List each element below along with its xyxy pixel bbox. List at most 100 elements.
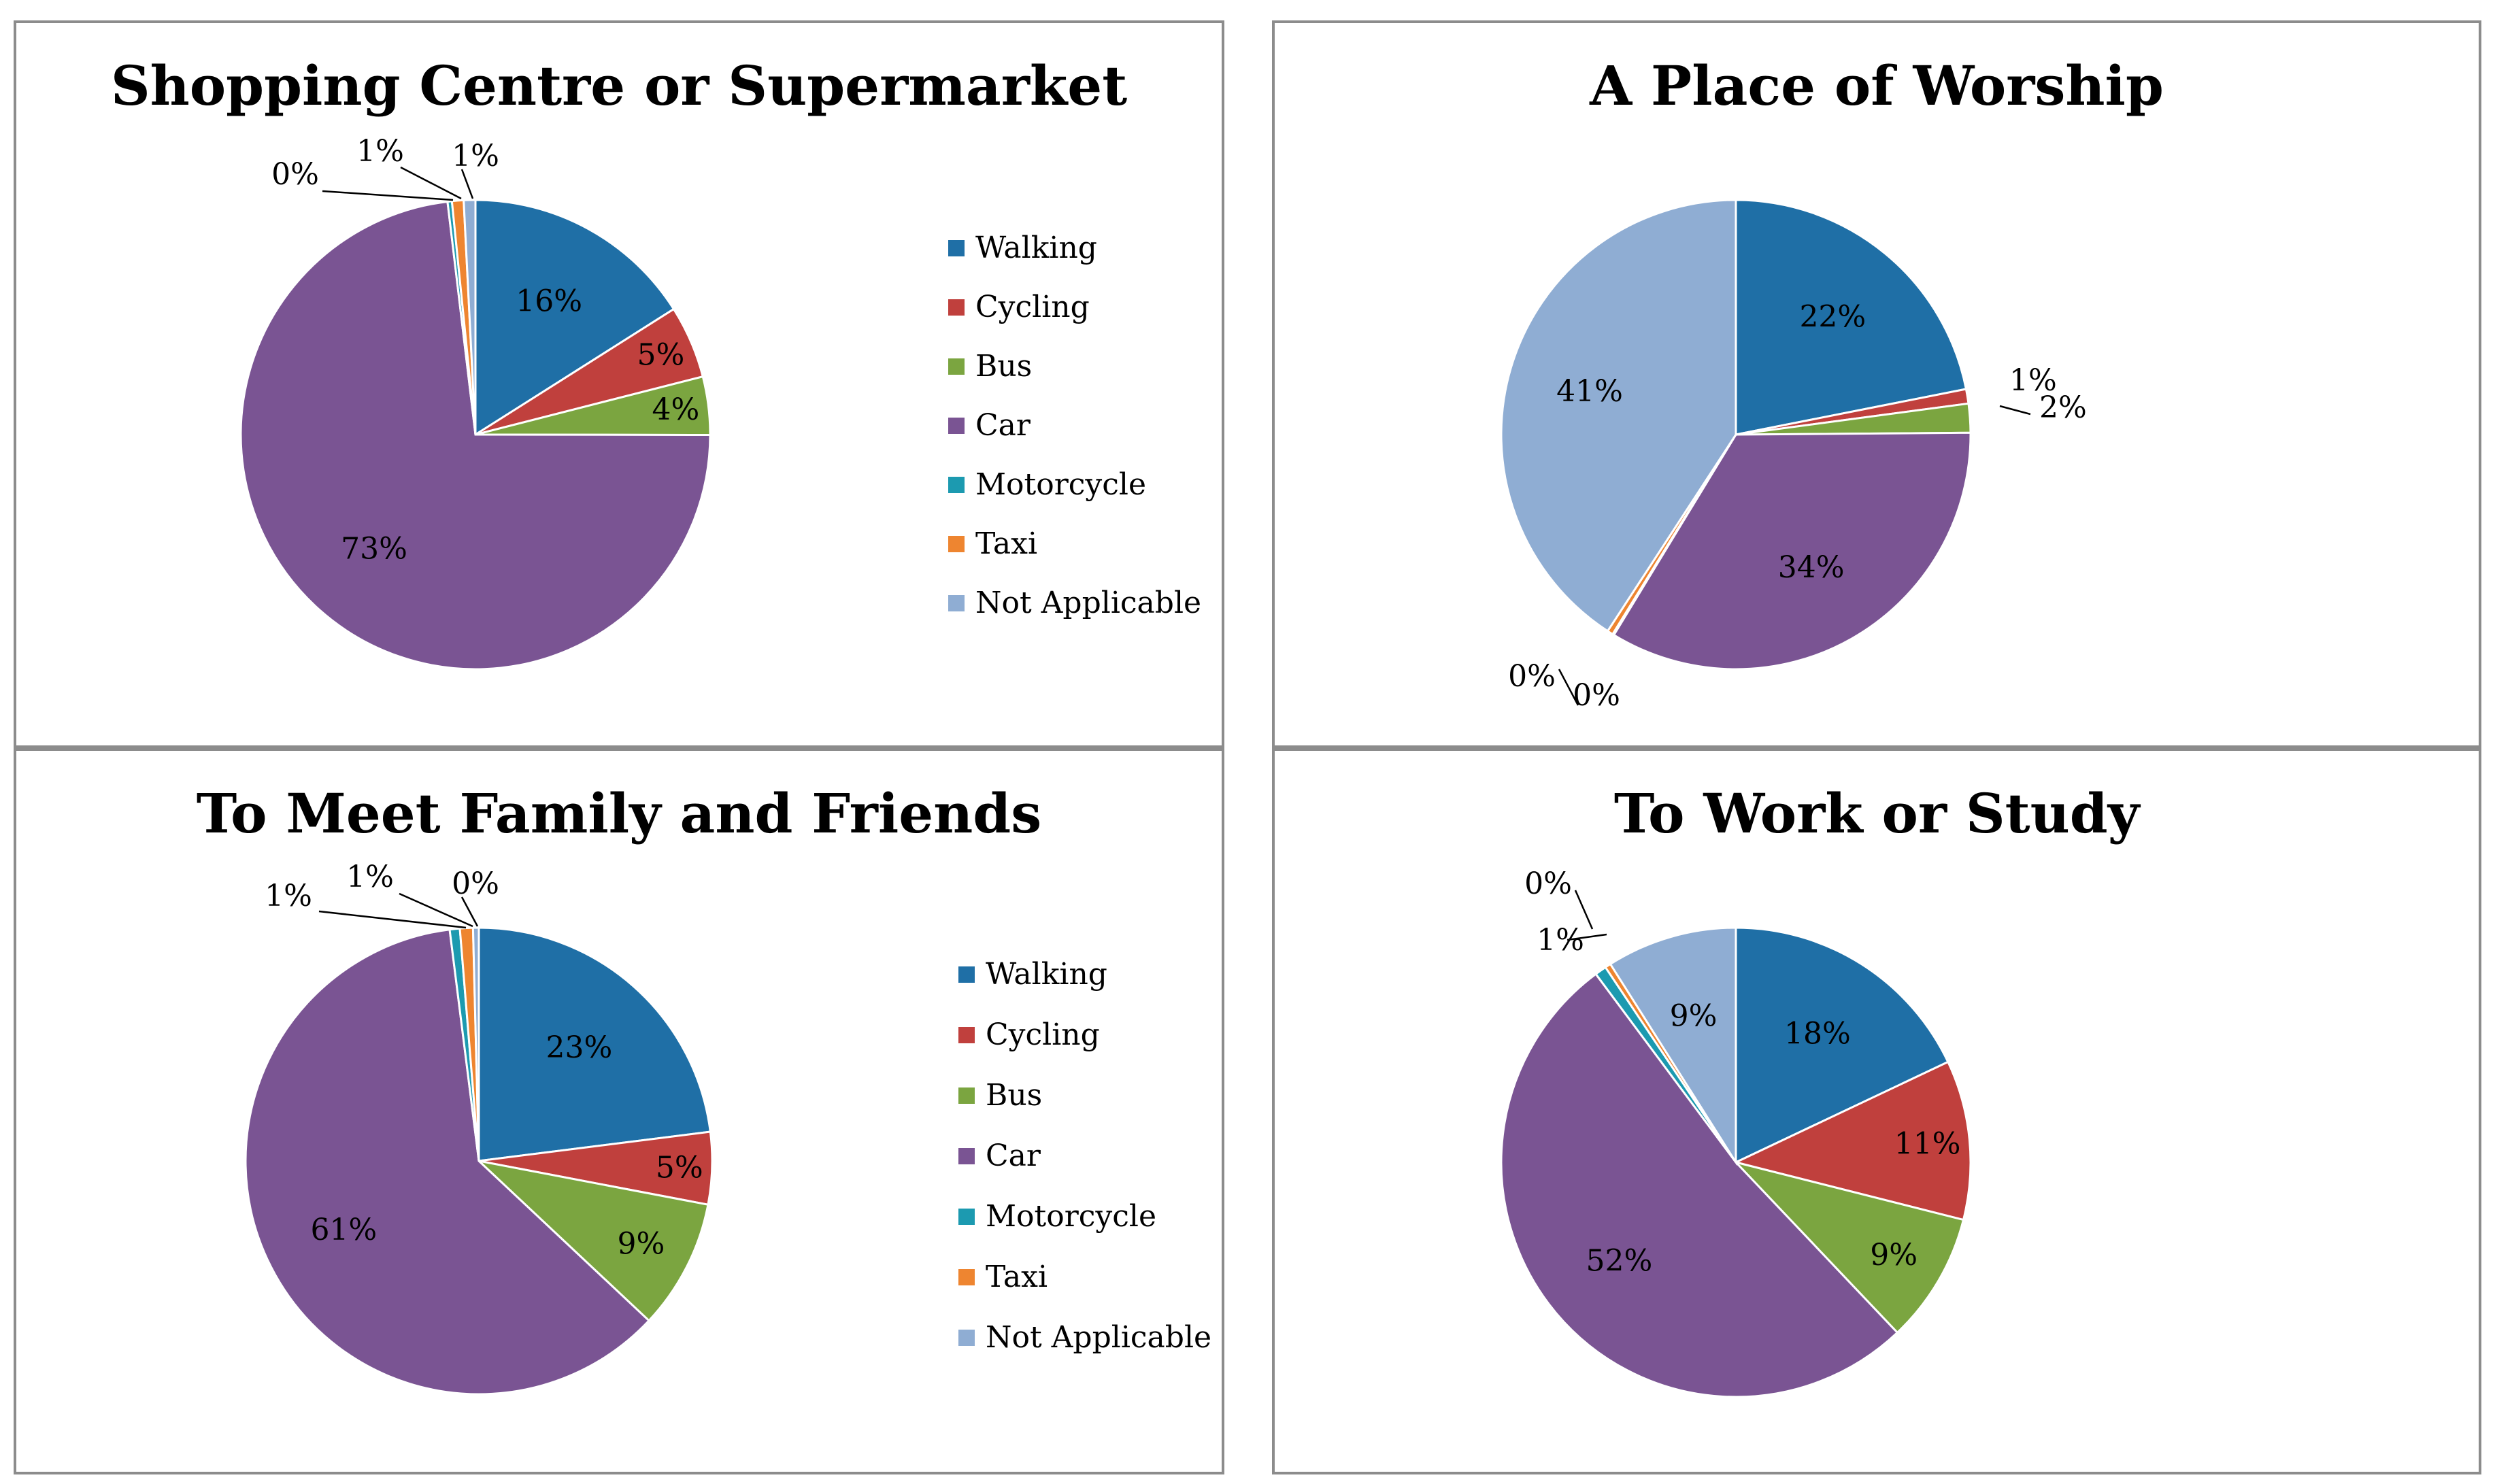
legend: Walking Cycling Bus Car Motorcycle Taxi Not Ap… [948,231,1201,620]
data-label-cycling: 1% [2009,363,2057,398]
legend-swatch [958,1209,975,1225]
data-label-bus: 4% [652,392,700,427]
pie-slice-cycling [1732,1060,1972,1221]
pie-chart-family: To Meet Family and Friends 23% 5% 9% 61% 1% 1… [197,781,1211,1396]
legend-swatch [948,477,965,493]
legend-item-bus: Bus [958,1078,1042,1113]
data-label-taxi: 0% [1573,678,1620,713]
pie-slices [1500,926,1972,1398]
legend-label: Taxi [986,1260,1048,1294]
legend-item-taxi: Taxi [948,526,1037,561]
leader-line-motorcycle [318,910,467,929]
pie-slice-walking [1735,199,1968,436]
pie-slices [239,199,711,671]
legend-item-not-applicable: Not Applicable [958,1320,1211,1355]
legend-label: Bus [986,1078,1042,1113]
chart-title: A Place of Worship [1589,54,2164,118]
data-label-not-applicable: 1% [452,139,499,173]
chart-panel-family: To Meet Family and Friends 23% 5% 9% 61% 1% 1… [14,748,1224,1474]
legend-label: Cycling [986,1017,1100,1052]
legend-label: Walking [975,231,1097,265]
data-label-cycling: 11% [1894,1127,1961,1162]
legend-swatch [958,1330,975,1346]
legend-label: Taxi [975,526,1037,561]
legend-label: Motorcycle [975,467,1146,502]
legend-item-not-applicable: Not Applicable [948,586,1201,620]
legend-swatch [948,358,965,375]
pie-slice-bus [1732,1160,1965,1334]
data-label-bus: 9% [1870,1238,1918,1272]
pie-slice-not-applicable [1500,199,1737,633]
leader-lines [322,166,474,201]
data-label-bus: 9% [617,1226,665,1261]
legend-item-walking: Walking [958,957,1107,992]
pie-chart-worship: A Place of Worship 22%1%2%34%0%0%41% Wal… [1500,54,2164,713]
data-labels: 16% 5% 4% 73% 0% 1% 1% [271,134,699,567]
leader-lines [318,892,479,929]
legend-item-motorcycle: Motorcycle [958,1199,1156,1234]
leader-line-taxi [1558,669,1579,706]
data-label-motorcycle: 0% [1508,659,1556,694]
data-label-not-applicable: 9% [1670,999,1718,1034]
legend-swatch [958,1087,975,1104]
data-label-not-applicable: 41% [1556,374,1623,409]
data-label-bus: 2% [2039,390,2087,425]
data-label-car: 52% [1586,1243,1652,1278]
pie-slice-bus [475,1159,709,1322]
legend-item-car: Car [948,408,1031,443]
legend-swatch [948,418,965,434]
data-label-car: 34% [1778,550,1845,585]
pie-slice-car [244,928,651,1396]
pie-slices [1500,199,1972,671]
chart-panel-shopping: Shopping Centre or Supermarket 16% 5% 4% 73… [14,20,1224,748]
legend-item-bus: Bus [948,349,1032,384]
chart-panel-worship: A Place of Worship 22%1%2%34%0%0%41% Wal… [1272,20,2481,748]
data-label-motorcycle: 1% [1537,923,1584,958]
legend-label: Not Applicable [986,1320,1211,1355]
chart-title: Shopping Centre or Supermarket [111,54,1127,118]
leader-line-taxi [400,166,462,200]
data-label-car: 73% [341,532,407,567]
pie-slice-not-applicable [1609,926,1737,1166]
pie-chart-work: To Work or Study 18%11%9%52%1%0%9% Walki… [1500,781,2141,1398]
leader-line-not-applicable [461,169,474,199]
pie-slice-not-applicable [471,926,480,1162]
pie-chart-shopping: Shopping Centre or Supermarket 16% 5% 4% 73… [111,54,1201,671]
legend-label: Bus [975,349,1032,384]
legend-label: Not Applicable [975,586,1201,620]
data-label-car: 61% [310,1213,377,1247]
leader-line-taxi [399,892,473,928]
legend-label: Car [975,408,1031,443]
legend-label: Car [986,1139,1041,1173]
leader-line-bus [1999,405,2031,416]
leader-lines [1558,405,2031,706]
legend-item-car: Car [958,1139,1041,1173]
pie-slice-walking [1735,926,1949,1164]
data-label-cycling: 5% [637,337,685,372]
data-label-walking: 18% [1784,1017,1851,1051]
data-label-walking: 22% [1799,300,1866,335]
legend-item-cycling: Cycling [958,1017,1100,1052]
legend-swatch [948,299,965,316]
pie-slice-car [239,200,711,671]
legend-label: Walking [986,957,1107,992]
legend-item-cycling: Cycling [948,290,1090,324]
legend-label: Cycling [975,290,1090,324]
chart-title: To Meet Family and Friends [197,781,1042,845]
chart-title: To Work or Study [1614,781,2141,845]
chart-panel-work: To Work or Study 18%11%9%52%1%0%9% Walki… [1272,748,2481,1474]
legend: Walking Cycling Bus Car Motorcycle Taxi Not Ap… [958,957,1211,1355]
legend-label: Motorcycle [986,1199,1156,1234]
data-label-taxi: 0% [1524,866,1572,901]
data-labels: 22% 1%2% 34% 0% 0% 41% [1508,300,2087,713]
legend-item-motorcycle: Motorcycle [948,467,1146,502]
data-label-taxi: 1% [346,860,394,894]
legend-swatch [948,595,965,611]
legend-swatch [958,966,975,983]
legend-item-walking: Walking [948,231,1097,265]
pie-slice-walking [474,199,675,437]
pie-slice-walking [478,926,711,1162]
pie-slices [244,926,714,1396]
pie-slice-car [1500,973,1899,1398]
pie-slice-car [1612,431,1972,671]
